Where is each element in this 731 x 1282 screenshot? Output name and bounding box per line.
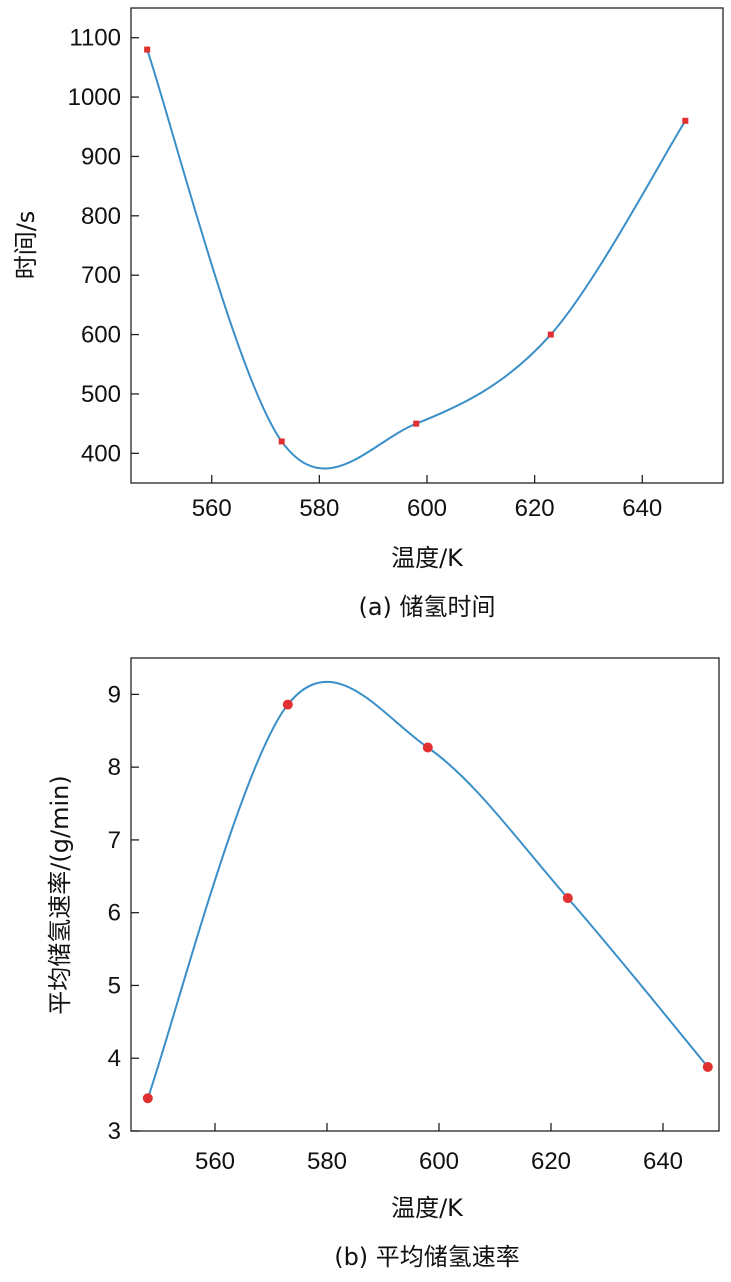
x-tick-label: 560 xyxy=(192,495,232,522)
y-tick-label: 1100 xyxy=(69,25,121,52)
chart-panel-b: 560 580 600 620 640 3 4 5 6 7 8 9 温度/K 平均储氢速率/(g/m… xyxy=(46,657,720,1271)
x-axis-label-a: 温度/K xyxy=(391,544,464,572)
x-axis-label-b: 温度/K xyxy=(391,1194,464,1222)
y-tick-label: 700 xyxy=(81,262,121,289)
x-ticks-a: 560 580 600 620 640 xyxy=(192,475,662,522)
x-tick-label: 640 xyxy=(643,1148,683,1175)
data-point xyxy=(282,699,293,710)
y-tick-label: 6 xyxy=(108,900,121,927)
data-point xyxy=(422,742,433,753)
y-tick-label: 1000 xyxy=(68,84,121,111)
caption-b: (b) 平均储氢速率 xyxy=(334,1243,520,1271)
x-tick-label: 580 xyxy=(299,495,339,522)
series-line-a xyxy=(146,49,687,470)
series-markers-a xyxy=(144,46,689,445)
x-tick-label: 640 xyxy=(622,495,662,522)
data-point xyxy=(547,331,554,338)
x-tick-label: 580 xyxy=(307,1148,347,1175)
y-tick-label: 800 xyxy=(81,203,121,230)
x-tick-label: 560 xyxy=(195,1148,235,1175)
series-markers-b xyxy=(142,699,713,1104)
x-tick-label: 600 xyxy=(407,495,447,522)
y-tick-label: 900 xyxy=(81,143,121,170)
x-tick-label: 600 xyxy=(419,1148,459,1175)
x-ticks-b: 560 580 600 620 640 xyxy=(195,1123,683,1175)
y-ticks-a: 400 500 600 700 800 900 1000 1100 xyxy=(68,25,139,467)
data-point xyxy=(278,438,285,445)
y-tick-label: 600 xyxy=(81,322,121,349)
data-point xyxy=(144,46,151,53)
y-axis-label-b: 平均储氢速率/(g/min) xyxy=(46,775,74,1014)
data-point xyxy=(413,420,420,427)
caption-a: (a) 储氢时间 xyxy=(358,593,495,621)
x-tick-label: 620 xyxy=(515,495,555,522)
y-tick-label: 3 xyxy=(108,1118,121,1145)
y-tick-label: 4 xyxy=(108,1045,121,1072)
data-point xyxy=(562,893,573,904)
data-point xyxy=(702,1061,713,1072)
data-point xyxy=(142,1093,153,1104)
y-tick-label: 7 xyxy=(108,827,121,854)
y-tick-label: 9 xyxy=(108,681,121,708)
y-tick-label: 5 xyxy=(108,972,121,999)
y-tick-label: 400 xyxy=(81,440,121,467)
plot-frame-a xyxy=(130,7,724,484)
y-axis-label-a: 时间/s xyxy=(12,211,40,280)
y-tick-label: 8 xyxy=(108,754,121,781)
x-tick-label: 620 xyxy=(531,1148,571,1175)
chart-panel-a: 560 580 600 620 640 400 500 600 700 800 900 1000 11… xyxy=(12,7,724,621)
y-ticks-b: 3 4 5 6 7 8 9 xyxy=(108,681,139,1145)
y-tick-label: 500 xyxy=(81,381,121,408)
data-point xyxy=(682,117,689,124)
plot-frame-b xyxy=(130,657,720,1132)
series-line-b xyxy=(146,680,709,1099)
